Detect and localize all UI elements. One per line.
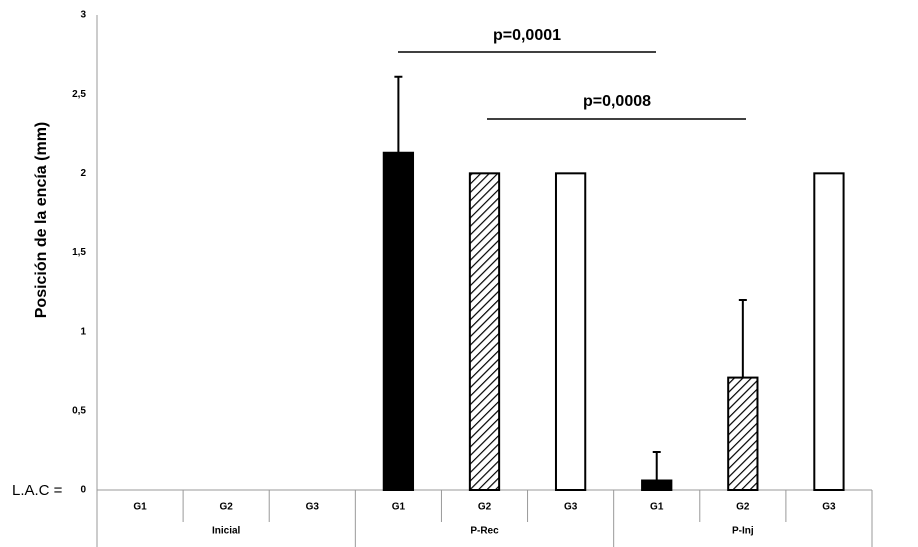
x-tick-label: G1 (133, 502, 147, 513)
bar (813, 172, 845, 491)
y-tick-label: 2,5 (72, 89, 86, 100)
x-tick-label: G3 (822, 502, 836, 513)
x-tick-label: G3 (564, 502, 578, 513)
x-tick-label: G1 (392, 502, 406, 513)
y-tick-label: 3 (80, 10, 86, 21)
bar (554, 172, 587, 491)
bar (641, 479, 673, 491)
y-tick-label: 0 (80, 485, 86, 496)
y-tick-label: 1 (80, 326, 86, 337)
y-axis-label: Posición de la encía (mm) (33, 122, 50, 319)
bar (727, 376, 759, 492)
y-tick-label: 0,5 (72, 405, 86, 416)
x-tick-label: G2 (736, 502, 750, 513)
baseline-label: L.A.C = (12, 482, 63, 499)
group-label: P-Rec (470, 526, 499, 537)
bar (468, 172, 501, 491)
x-tick-label: G3 (306, 502, 320, 513)
group-label: Inicial (212, 526, 241, 537)
group-label: P-Inj (732, 526, 754, 537)
x-tick-label: G2 (478, 502, 492, 513)
x-tick-label: G1 (650, 502, 664, 513)
annotation: p=0,0008 (583, 93, 651, 110)
y-tick-label: 2 (80, 168, 86, 179)
bar (382, 151, 415, 491)
annotation: p=0,0001 (493, 27, 561, 44)
x-tick-label: G2 (219, 502, 233, 513)
y-tick-label: 1,5 (72, 247, 86, 258)
